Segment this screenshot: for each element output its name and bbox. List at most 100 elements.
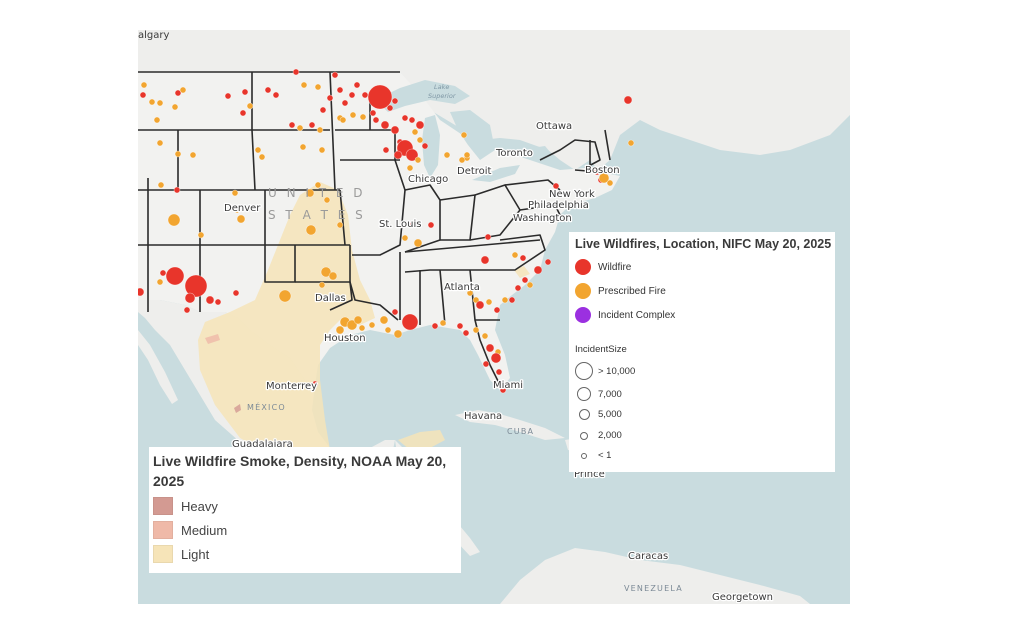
- prescribed-fire-marker[interactable]: [511, 251, 519, 259]
- prescribed-fire-marker[interactable]: [167, 213, 181, 227]
- prescribed-fire-marker[interactable]: [606, 179, 614, 187]
- legend-item-incident-complex[interactable]: Incident Complex: [575, 307, 675, 323]
- prescribed-fire-marker[interactable]: [189, 151, 197, 159]
- prescribed-fire-marker[interactable]: [236, 214, 246, 224]
- prescribed-fire-marker[interactable]: [254, 146, 262, 154]
- wildfire-marker[interactable]: [184, 274, 208, 298]
- prescribed-fire-marker[interactable]: [411, 128, 419, 136]
- wildfire-marker[interactable]: [390, 125, 400, 135]
- prescribed-fire-marker[interactable]: [299, 143, 307, 151]
- prescribed-fire-marker[interactable]: [439, 319, 447, 327]
- wildfire-marker[interactable]: [361, 91, 369, 99]
- prescribed-fire-marker[interactable]: [463, 151, 471, 159]
- prescribed-fire-marker[interactable]: [314, 83, 322, 91]
- wildfire-marker[interactable]: [521, 276, 529, 284]
- wildfire-marker[interactable]: [353, 81, 361, 89]
- prescribed-fire-marker[interactable]: [481, 332, 489, 340]
- wildfire-marker[interactable]: [382, 146, 390, 154]
- prescribed-fire-marker[interactable]: [349, 111, 357, 119]
- wildfire-marker[interactable]: [391, 97, 399, 105]
- wildfire-marker[interactable]: [214, 298, 222, 306]
- prescribed-fire-marker[interactable]: [472, 296, 480, 304]
- legend-item-prescribed-fire[interactable]: Prescribed Fire: [575, 283, 666, 299]
- wildfire-marker[interactable]: [456, 322, 464, 330]
- wildfire-marker[interactable]: [372, 116, 380, 124]
- wildfire-marker[interactable]: [173, 186, 181, 194]
- wildfire-marker[interactable]: [482, 360, 490, 368]
- wildfire-marker[interactable]: [241, 88, 249, 96]
- prescribed-fire-marker[interactable]: [233, 206, 241, 214]
- smoke-legend-item-heavy[interactable]: Heavy: [153, 497, 218, 515]
- wildfire-marker[interactable]: [264, 86, 272, 94]
- wildfire-marker[interactable]: [183, 306, 191, 314]
- wildfire-marker[interactable]: [519, 254, 527, 262]
- wildfire-marker[interactable]: [490, 352, 502, 364]
- wildfire-marker[interactable]: [427, 221, 435, 229]
- wildfire-marker[interactable]: [533, 265, 543, 275]
- prescribed-fire-marker[interactable]: [379, 315, 389, 325]
- wildfire-marker[interactable]: [311, 380, 319, 388]
- prescribed-fire-marker[interactable]: [335, 325, 345, 335]
- wildfire-marker[interactable]: [319, 106, 327, 114]
- wildfire-marker[interactable]: [401, 313, 419, 331]
- prescribed-fire-marker[interactable]: [466, 289, 474, 297]
- prescribed-fire-marker[interactable]: [368, 321, 376, 329]
- prescribed-fire-marker[interactable]: [300, 81, 308, 89]
- prescribed-fire-marker[interactable]: [406, 164, 414, 172]
- prescribed-fire-marker[interactable]: [472, 326, 480, 334]
- prescribed-fire-marker[interactable]: [231, 189, 239, 197]
- wildfire-marker[interactable]: [593, 168, 601, 176]
- smoke-legend-item-medium[interactable]: Medium: [153, 521, 227, 539]
- prescribed-fire-marker[interactable]: [318, 281, 326, 289]
- prescribed-fire-marker[interactable]: [156, 99, 164, 107]
- wildfire-marker[interactable]: [326, 94, 334, 102]
- wildfire-marker[interactable]: [348, 91, 356, 99]
- prescribed-fire-marker[interactable]: [156, 278, 164, 286]
- prescribed-fire-marker[interactable]: [458, 156, 466, 164]
- wildfire-marker[interactable]: [331, 71, 339, 79]
- prescribed-fire-marker[interactable]: [384, 326, 392, 334]
- wildfire-marker[interactable]: [165, 266, 185, 286]
- wildfire-marker[interactable]: [484, 233, 492, 241]
- prescribed-fire-marker[interactable]: [416, 136, 424, 144]
- prescribed-fire-marker[interactable]: [314, 181, 322, 189]
- wildfire-marker[interactable]: [369, 109, 377, 117]
- prescribed-fire-marker[interactable]: [493, 381, 501, 389]
- prescribed-fire-marker[interactable]: [246, 102, 254, 110]
- wildfire-marker[interactable]: [288, 121, 296, 129]
- prescribed-fire-marker[interactable]: [156, 139, 164, 147]
- wildfire-marker[interactable]: [431, 322, 439, 330]
- prescribed-fire-marker[interactable]: [627, 139, 635, 147]
- prescribed-fire-marker[interactable]: [316, 126, 324, 134]
- prescribed-fire-marker[interactable]: [485, 298, 493, 306]
- prescribed-fire-marker[interactable]: [174, 150, 182, 158]
- prescribed-fire-marker[interactable]: [359, 113, 367, 121]
- wildfire-marker[interactable]: [514, 284, 522, 292]
- prescribed-fire-marker[interactable]: [401, 234, 409, 242]
- prescribed-fire-marker[interactable]: [278, 289, 292, 303]
- wildfire-marker[interactable]: [292, 68, 300, 76]
- wildfire-marker[interactable]: [408, 116, 416, 124]
- prescribed-fire-marker[interactable]: [258, 153, 266, 161]
- smoke-legend-item-light[interactable]: Light: [153, 545, 209, 563]
- wildfire-marker[interactable]: [239, 109, 247, 117]
- wildfire-marker[interactable]: [544, 258, 552, 266]
- prescribed-fire-marker[interactable]: [353, 315, 363, 325]
- prescribed-fire-marker[interactable]: [460, 131, 468, 139]
- prescribed-fire-marker[interactable]: [153, 116, 161, 124]
- wildfire-marker[interactable]: [475, 300, 485, 310]
- wildfire-marker[interactable]: [367, 84, 393, 110]
- prescribed-fire-marker[interactable]: [305, 224, 317, 236]
- wildfire-marker[interactable]: [405, 148, 419, 162]
- wildfire-marker[interactable]: [138, 287, 145, 297]
- wildfire-marker[interactable]: [393, 150, 403, 160]
- prescribed-fire-marker[interactable]: [414, 156, 422, 164]
- prescribed-fire-marker[interactable]: [148, 98, 156, 106]
- prescribed-fire-marker[interactable]: [197, 231, 205, 239]
- prescribed-fire-marker[interactable]: [393, 329, 403, 339]
- wildfire-marker[interactable]: [174, 89, 182, 97]
- wildfire-marker[interactable]: [272, 91, 280, 99]
- prescribed-fire-marker[interactable]: [157, 181, 165, 189]
- prescribed-fire-marker[interactable]: [526, 281, 534, 289]
- wildfire-marker[interactable]: [480, 255, 490, 265]
